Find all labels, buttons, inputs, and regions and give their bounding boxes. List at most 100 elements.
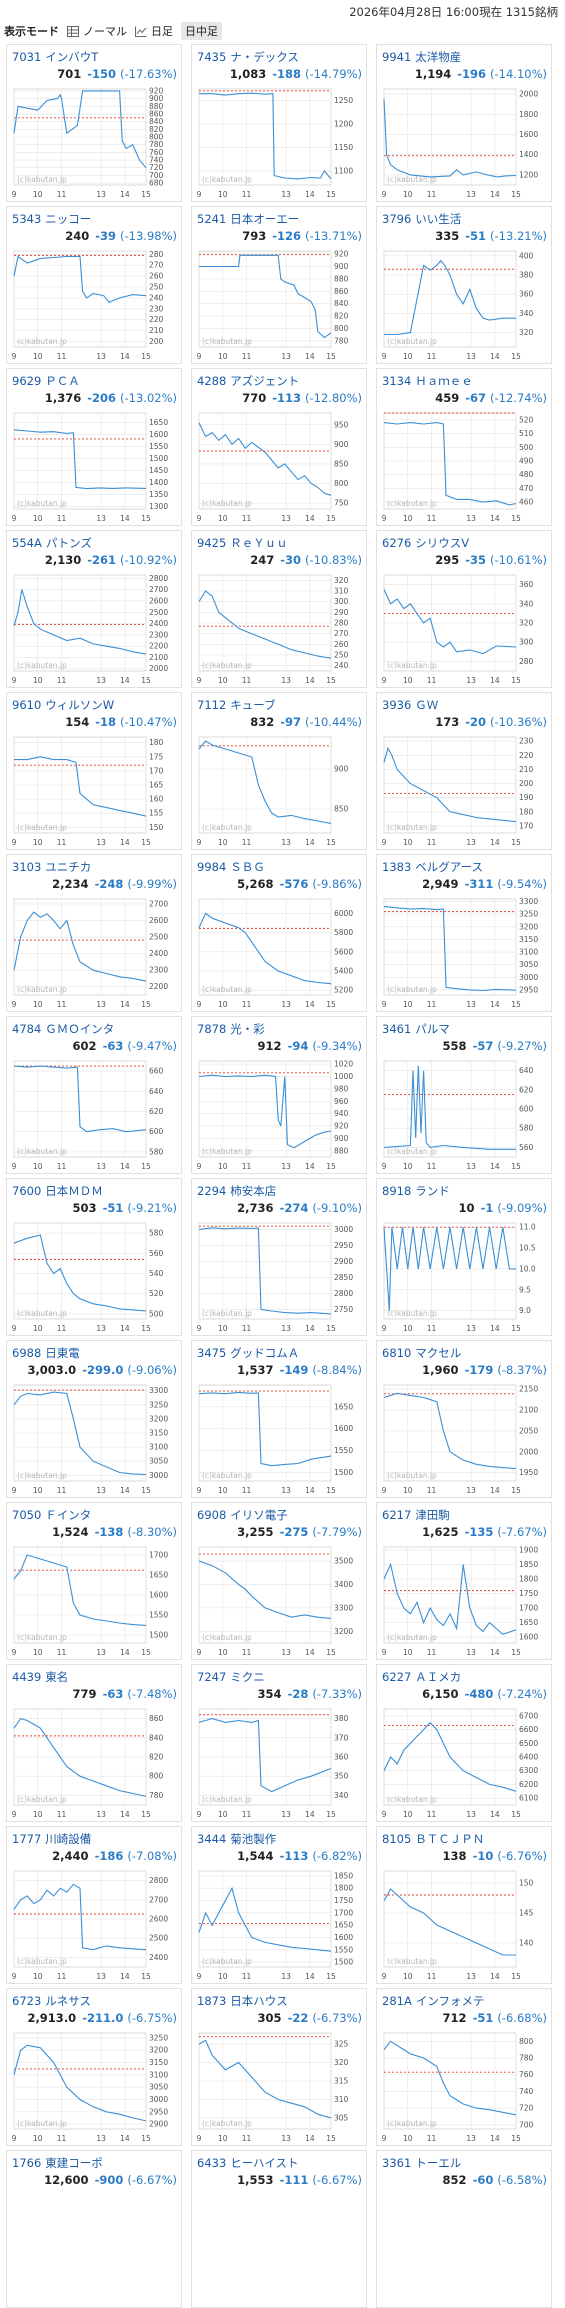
stock-title-link[interactable]: 1766 東建コーポ [12,2155,103,2171]
stock-card[interactable]: 3936 ＧＷ 173 -20 (-10.36%) 9 10 11 13 14 15 230 220 21… [376,692,552,850]
stock-title-link[interactable]: 6908 イリソ電子 [197,1507,288,1523]
stock-title-link[interactable]: 4288 アズジェント [197,373,299,389]
stock-title-link[interactable]: 554A パトンズ [12,535,92,551]
mode-daily-button[interactable]: 日足 [135,23,173,39]
stock-title-link[interactable]: 2294 柿安本店 [197,1183,276,1199]
intraday-chart[interactable]: 9 10 11 13 14 15 920 900 880 860 840 820 800 780 760 74… [10,85,180,201]
intraday-chart[interactable]: 9 10 11 13 14 15 1900 1850 1800 1750 1700 1650 1600 (… [380,1543,550,1659]
stock-title-link[interactable]: 7247 ミクニ [197,1669,265,1685]
stock-card[interactable]: 3796 いい生活 335 -51 (-13.21%) 9 10 11 13 14 15 400 380… [376,206,552,364]
stock-title-link[interactable]: 3103 ユニチカ [12,859,91,875]
stock-title-link[interactable]: 3796 いい生活 [382,211,461,227]
intraday-chart[interactable]: 9 10 11 13 14 15 150 145 140 (c)kabutan.jp [380,1867,550,1983]
stock-card[interactable]: 6810 マクセル 1,960 -179 (-8.37%) 9 10 11 13 14 15 2150… [376,1340,552,1498]
stock-card[interactable]: 3134 Ｈａｍｅｅ 459 -67 (-12.74%) 9 10 11 13 14 15 520 51… [376,368,552,526]
intraday-chart[interactable]: 9 10 11 13 14 15 660 640 620 600 580 (c)kabutan.jp [10,1057,180,1173]
intraday-chart[interactable]: 9 10 11 13 14 15 580 560 540 520 500 (c)kabutan.jp [10,1219,180,1335]
intraday-chart[interactable]: 9 10 11 13 14 15 520 510 500 490 480 470 460 (c)kabut… [380,409,550,525]
stock-card[interactable]: 9941 太洋物産 1,194 -196 (-14.10%) 9 10 11 13 14 15 200… [376,44,552,202]
stock-card[interactable]: 4288 アズジェント 770 -113 (-12.80%) 9 10 11 13 14 15 950… [191,368,367,526]
stock-card[interactable]: 554A パトンズ 2,130 -261 (-10.92%) 9 10 11 13 14 15 280… [6,530,182,688]
intraday-chart[interactable]: 9 10 11 13 14 15 2150 2100 2050 2000 1950 (c)kabuta… [380,1381,550,1497]
stock-title-link[interactable]: 7878 光・彩 [197,1021,265,1037]
intraday-chart[interactable]: 9 10 11 13 14 15 280 270 260 250 240 230 220 210 200 (c… [10,247,180,363]
intraday-chart[interactable]: 9 10 11 13 14 15 180 175 170 165 160 155 150 (c)kabut… [10,733,180,849]
stock-title-link[interactable]: 3361 トーエル [382,2155,461,2171]
stock-title-link[interactable]: 8918 ランド [382,1183,450,1199]
intraday-chart[interactable]: 9 10 11 13 14 15 1020 1000 980 960 940 920 900 880 (c)… [195,1057,365,1173]
stock-card[interactable]: 4784 ＧＭＯインタ 602 -63 (-9.47%) 9 10 11 13 14 15 660 64… [6,1016,182,1174]
stock-title-link[interactable]: 6227 ＡＩメカ [382,1669,461,1685]
stock-card[interactable]: 5241 日本オーエー 793 -126 (-13.71%) 9 10 11 13 14 15 920… [191,206,367,364]
stock-title-link[interactable]: 5241 日本オーエー [197,211,299,227]
stock-title-link[interactable]: 281A インフォメテ [382,1993,484,2009]
stock-card[interactable]: 2294 柿安本店 2,736 -274 (-9.10%) 9 10 11 13 14 15 3000… [191,1178,367,1336]
stock-card[interactable]: 8105 ＢＴＣＪＰＮ 138 -10 (-6.76%) 9 10 11 13 14 15 150 14… [376,1826,552,1984]
intraday-chart[interactable]: 9 10 11 13 14 15 800 780 760 740 720 700 (c)kabutan.… [380,2029,550,2145]
stock-card[interactable]: 1766 東建コーポ 12,600 -900 (-6.67%) [6,2150,182,2308]
stock-card[interactable]: 8918 ランド 10 -1 (-9.09%) 9 10 11 13 14 15 11.0 10.5 10… [376,1178,552,1336]
stock-title-link[interactable]: 4784 ＧＭＯインタ [12,1021,114,1037]
intraday-chart[interactable]: 9 10 11 13 14 15 1850 1800 1750 1700 1650 1600 1550 1… [195,1867,365,1983]
intraday-chart[interactable]: 9 10 11 13 14 15 900 850 (c)kabutan.jp [195,733,365,849]
intraday-chart[interactable]: 9 10 11 13 14 15 325 320 315 310 305 (c)kabutan.jp [195,2029,365,2145]
stock-card[interactable]: 3475 グッドコムＡ 1,537 -149 (-8.84%) 9 10 11 13 14 15 16… [191,1340,367,1498]
stock-card[interactable]: 1873 日本ハウス 305 -22 (-6.73%) 9 10 11 13 14 15 325 320… [191,1988,367,2146]
stock-card[interactable]: 1777 川崎設備 2,440 -186 (-7.08%) 9 10 11 13 14 15 2800… [6,1826,182,1984]
stock-title-link[interactable]: 6217 津田駒 [382,1507,450,1523]
intraday-chart[interactable]: 9 10 11 13 14 15 1700 1650 1600 1550 1500 (c)kabuta… [10,1543,180,1659]
intraday-chart[interactable]: 9 10 11 13 14 15 3000 2950 2900 2850 2800 2750 (c)ka… [195,1219,365,1335]
intraday-chart[interactable]: 9 10 11 13 14 15 3300 3250 3200 3150 3100 3050 3000 2… [380,895,550,1011]
stock-title-link[interactable]: 6276 シリウスV [382,535,469,551]
intraday-chart[interactable]: 9 10 11 13 14 15 2700 2600 2500 2400 2300 2200 (c)ka… [10,895,180,1011]
stock-card[interactable]: 9610 ウィルソンW 154 -18 (-10.47%) 9 10 11 13 14 15 180 1… [6,692,182,850]
intraday-chart[interactable]: 9 10 11 13 14 15 6000 5800 5600 5400 5200 (c)kabuta… [195,895,365,1011]
stock-card[interactable]: 7435 ナ・デックス 1,083 -188 (-14.79%) 9 10 11 13 14 15 1… [191,44,367,202]
intraday-chart[interactable]: 9 10 11 13 14 15 860 840 820 800 780 (c)kabutan.jp [10,1705,180,1821]
stock-title-link[interactable]: 6988 日東電 [12,1345,80,1361]
intraday-chart[interactable]: 9 10 11 13 14 15 2800 2700 2600 2500 2400 2300 2200 2… [10,571,180,687]
stock-title-link[interactable]: 3475 グッドコムＡ [197,1345,299,1361]
stock-card[interactable]: 6908 イリソ電子 3,255 -275 (-7.79%) 9 10 11 13 14 15 350… [191,1502,367,1660]
intraday-chart[interactable]: 9 10 11 13 14 15 6700 6600 6500 6400 6300 6200 6100 (… [380,1705,550,1821]
stock-title-link[interactable]: 7112 キューブ [197,697,276,713]
stock-title-link[interactable]: 3444 菊池製作 [197,1831,276,1847]
stock-title-link[interactable]: 3461 パルマ [382,1021,450,1037]
stock-title-link[interactable]: 6723 ルネサス [12,1993,91,2009]
intraday-chart[interactable]: 9 10 11 13 14 15 1650 1600 1550 1500 (c)kabutan.jp [195,1381,365,1497]
stock-title-link[interactable]: 9629 ＰＣＡ [12,373,80,389]
intraday-chart[interactable]: 9 10 11 13 14 15 230 220 210 200 190 180 170 (c)kabut… [380,733,550,849]
stock-card[interactable]: 6227 ＡＩメカ 6,150 -480 (-7.24%) 9 10 11 13 14 15 6700… [376,1664,552,1822]
stock-card[interactable]: 6988 日東電 3,003.0 -299.0 (-9.06%) 9 10 11 13 14 15 3… [6,1340,182,1498]
stock-card[interactable]: 6723 ルネサス 2,913.0 -211.0 (-6.75%) 9 10 11 13 14 15… [6,1988,182,2146]
intraday-chart[interactable]: 9 10 11 13 14 15 3300 3250 3200 3150 3100 3050 3000 (… [10,1381,180,1497]
stock-title-link[interactable]: 1873 日本ハウス [197,1993,288,2009]
mode-normal-button[interactable]: ノーマル [67,23,127,39]
intraday-chart[interactable]: 9 10 11 13 14 15 1650 1600 1550 1500 1450 1400 1350 1… [10,409,180,525]
intraday-chart[interactable]: 9 10 11 13 14 15 3500 3400 3300 3200 (c)kabutan.jp [195,1543,365,1659]
stock-title-link[interactable]: 3936 ＧＷ [382,697,438,713]
stock-card[interactable]: 3103 ユニチカ 2,234 -248 (-9.99%) 9 10 11 13 14 15 2700… [6,854,182,1012]
stock-title-link[interactable]: 7050 Ｆインタ [12,1507,91,1523]
stock-card[interactable]: 9425 ＲｅＹｕｕ 247 -30 (-10.83%) 9 10 11 13 14 15 320 31… [191,530,367,688]
stock-title-link[interactable]: 6433 ヒーハイスト [197,2155,298,2171]
intraday-chart[interactable]: 9 10 11 13 14 15 380 370 360 350 340 (c)kabutan.jp [195,1705,365,1821]
stock-card[interactable]: 4439 東名 779 -63 (-7.48%) 9 10 11 13 14 15 860 840 820… [6,1664,182,1822]
stock-title-link[interactable]: 6810 マクセル [382,1345,461,1361]
intraday-chart[interactable]: 9 10 11 13 14 15 11.0 10.5 10.0 9.5 9.0 (c)kabutan.… [380,1219,550,1335]
intraday-chart[interactable]: 9 10 11 13 14 15 2000 1800 1600 1400 1200 (c)kabuta… [380,85,550,201]
stock-title-link[interactable]: 3134 Ｈａｍｅｅ [382,373,473,389]
stock-card[interactable]: 7247 ミクニ 354 -28 (-7.33%) 9 10 11 13 14 15 380 370 36… [191,1664,367,1822]
intraday-chart[interactable]: 9 10 11 13 14 15 1250 1200 1150 1100 (c)kabutan.jp [195,85,365,201]
stock-card[interactable]: 1383 ベルグアース 2,949 -311 (-9.54%) 9 10 11 13 14 15 33… [376,854,552,1012]
stock-card[interactable]: 3444 菊池製作 1,544 -113 (-6.82%) 9 10 11 13 14 15 1850… [191,1826,367,1984]
intraday-chart[interactable]: 9 10 11 13 14 15 2800 2700 2600 2500 2400 (c)kabuta… [10,1867,180,1983]
stock-card[interactable]: 7878 光・彩 912 -94 (-9.34%) 9 10 11 13 14 15 1020 1000… [191,1016,367,1174]
stock-card[interactable]: 3461 パルマ 558 -57 (-9.27%) 9 10 11 13 14 15 640 620 60… [376,1016,552,1174]
intraday-chart[interactable]: 9 10 11 13 14 15 360 340 320 300 280 (c)kabutan.jp [380,571,550,687]
stock-title-link[interactable]: 7435 ナ・デックス [197,49,299,65]
stock-card[interactable]: 6217 津田駒 1,625 -135 (-7.67%) 9 10 11 13 14 15 1900 1… [376,1502,552,1660]
stock-card[interactable]: 9629 ＰＣＡ 1,376 -206 (-13.02%) 9 10 11 13 14 15 1650… [6,368,182,526]
stock-title-link[interactable]: 4439 東名 [12,1669,68,1685]
intraday-chart[interactable]: 9 10 11 13 14 15 320 310 300 290 280 270 260 250 240 (c… [195,571,365,687]
